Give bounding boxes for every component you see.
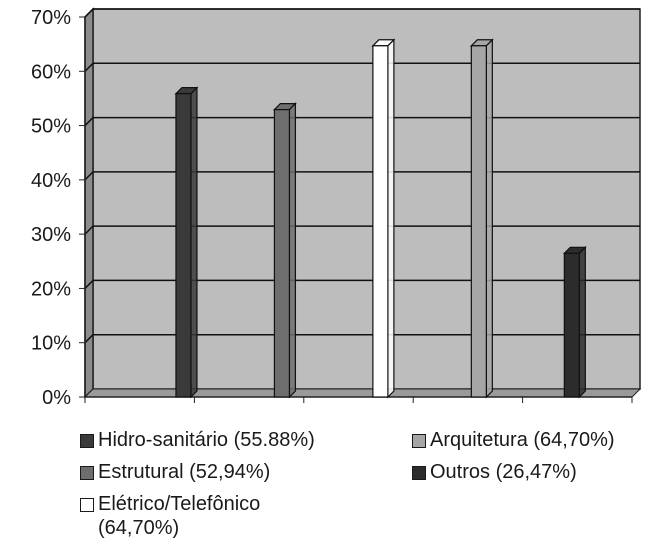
- legend-label-hidro: Hidro-sanitário (55.88%): [98, 429, 315, 451]
- bar-hidro: [175, 93, 192, 398]
- plot-back-wall: [92, 8, 641, 390]
- bar-eletrico: [372, 45, 389, 398]
- bar-arquitetura: [470, 45, 487, 398]
- legend-label-estrutural: Estrutural (52,94%): [98, 461, 271, 483]
- legend-label-outros: Outros (26,47%): [430, 461, 577, 483]
- legend-item-eletrico: Elétrico/Telefônico (64,70%): [80, 492, 260, 540]
- plot-floor: [83, 388, 642, 398]
- legend-swatch-hidro: [80, 434, 94, 448]
- legend-label-arquitetura: Arquitetura (64,70%): [430, 429, 615, 451]
- bar-estrutural-side: [288, 102, 297, 399]
- y-tick-label: 10%: [31, 333, 71, 355]
- gridline-side: [84, 334, 94, 344]
- gridline-side: [84, 279, 94, 289]
- y-tick-label: 20%: [31, 278, 71, 300]
- gridline-side: [84, 62, 94, 72]
- legend-label-eletrico: Elétrico/Telefônico (64,70%): [98, 493, 261, 539]
- legend-swatch-eletrico: [80, 498, 94, 512]
- legend-item-estrutural: Estrutural (52,94%): [80, 460, 270, 484]
- y-tick-label: 0%: [42, 387, 71, 409]
- gridline-side: [84, 117, 94, 127]
- bar-estrutural: [273, 109, 291, 398]
- bar-outros-side: [578, 245, 586, 399]
- gridline-side: [84, 225, 94, 235]
- bar-outros: [563, 252, 580, 398]
- legend-item-outros: Outros (26,47%): [412, 460, 577, 484]
- legend: Hidro-sanitário (55.88%) Estrutural (52,…: [80, 428, 640, 540]
- gridline-side: [84, 171, 94, 181]
- y-tick-label: 30%: [31, 224, 71, 246]
- y-tick-label: 60%: [31, 61, 71, 83]
- legend-swatch-estrutural: [80, 466, 94, 480]
- legend-item-arquitetura: Arquitetura (64,70%): [412, 428, 615, 452]
- legend-swatch-outros: [412, 466, 426, 480]
- y-tick-label: 70%: [31, 7, 71, 29]
- bar-hidro-side: [190, 86, 198, 399]
- bar-chart: 0% 10% 20% 30% 40% 50% 60% 70%: [31, 7, 642, 409]
- y-tick-label: 40%: [31, 170, 71, 192]
- legend-swatch-arquitetura: [412, 434, 426, 448]
- bar-eletrico-side: [387, 38, 395, 399]
- y-tick-label: 50%: [31, 116, 71, 138]
- gridline-side: [84, 8, 94, 18]
- legend-item-hidro: Hidro-sanitário (55.88%): [80, 428, 315, 452]
- bar-arquitetura-side: [485, 38, 493, 399]
